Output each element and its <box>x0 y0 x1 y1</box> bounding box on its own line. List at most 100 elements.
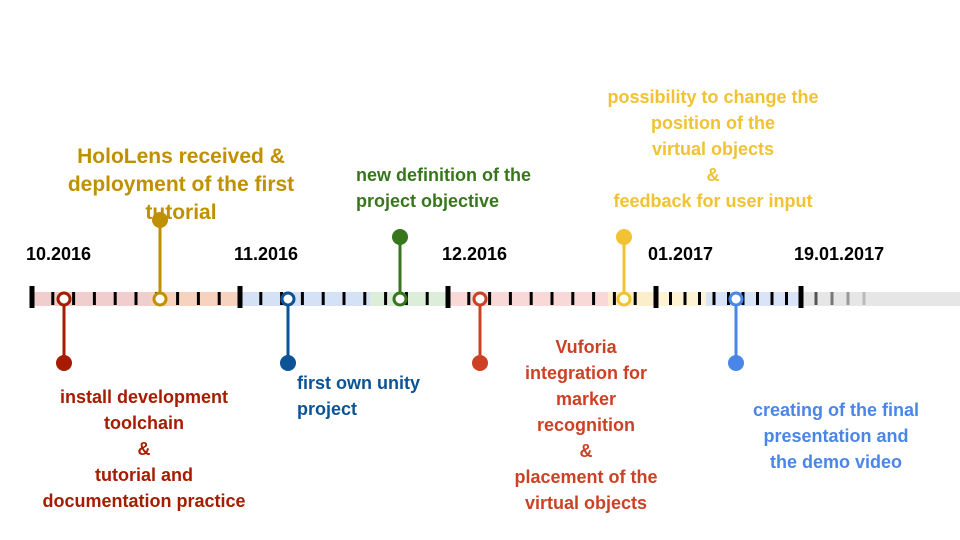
minor-tick <box>633 292 637 305</box>
vuforia-line-4: recognition <box>537 415 635 435</box>
vuforia-line-1: Vuforia <box>555 337 617 357</box>
connector-dot-toolchain <box>56 355 72 371</box>
minor-tick <box>756 292 759 305</box>
toolchain-line-4: tutorial and <box>95 465 193 485</box>
date-label-oct-2016: 10.2016 <box>26 244 92 264</box>
minor-tick <box>113 292 117 305</box>
connector-dot-hololens <box>152 212 168 228</box>
milestone-label-objective: new definition of the project objective <box>356 162 531 214</box>
timeline-marker-vuforia <box>472 291 488 307</box>
timeline-marker-unity <box>280 291 296 307</box>
segment-jan <box>656 292 706 306</box>
milestone-label-vuforia: Vuforia integration for marker recogniti… <box>486 334 686 516</box>
minor-tick <box>529 292 533 305</box>
minor-tick <box>592 292 596 305</box>
minor-tick <box>425 292 429 305</box>
minor-tick <box>467 292 471 305</box>
major-tick <box>445 286 451 308</box>
vuforia-line-2: integration for <box>525 363 647 383</box>
connector-dot-objective <box>392 229 408 245</box>
segment-nov-late <box>370 292 448 306</box>
minor-tick <box>712 292 716 305</box>
hololens-line-1: HoloLens received & <box>77 145 285 168</box>
vuforia-line-6: placement of the <box>514 467 658 487</box>
minor-tick <box>176 292 180 305</box>
toolchain-line-5: documentation practice <box>42 491 246 511</box>
minor-tick <box>612 292 616 305</box>
final-line-3: the demo video <box>769 452 903 472</box>
milestone-label-hololens: HoloLens received & deployment of the fi… <box>36 143 326 227</box>
position-line-2: position of the <box>651 113 775 133</box>
segment-end-fade <box>802 292 960 306</box>
minor-tick <box>342 292 346 305</box>
minor-tick <box>727 292 730 305</box>
connector-dot-final <box>728 355 744 371</box>
objective-line-1: new definition of the <box>356 165 531 185</box>
minor-tick <box>217 292 221 305</box>
toolchain-line-2: toolchain <box>104 413 184 433</box>
unity-line-1: first own unity <box>297 373 420 393</box>
minor-tick <box>363 292 367 305</box>
segment-nov <box>240 292 370 306</box>
minor-tick <box>508 292 512 305</box>
major-tick <box>29 286 35 308</box>
vuforia-line-3: marker <box>555 389 617 409</box>
timeline-marker-final <box>728 291 744 307</box>
minor-tick <box>488 292 492 305</box>
milestone-label-final: creating of the final presentation and t… <box>730 397 942 475</box>
minor-tick <box>300 292 304 305</box>
date-label-dec-2016: 12.2016 <box>442 244 508 264</box>
hololens-line-3: tutorial <box>145 201 217 224</box>
minor-tick <box>134 292 138 305</box>
major-tick <box>653 286 659 308</box>
connector-dot-unity <box>280 355 296 371</box>
date-label-jan-2017: 01.2017 <box>648 244 714 264</box>
timeline-marker-hololens <box>152 291 168 307</box>
date-label-end-date: 19.01.2017 <box>794 244 885 264</box>
timeline-ticks <box>29 286 866 308</box>
toolchain-line-3: & <box>137 439 151 459</box>
toolchain-line-1: install development <box>59 387 229 407</box>
minor-tick <box>571 292 575 305</box>
final-line-1: creating of the final <box>752 400 920 420</box>
minor-tick <box>384 292 388 305</box>
minor-tick <box>683 292 687 305</box>
minor-tick <box>321 292 325 305</box>
milestone-label-position: possibility to change the position of th… <box>582 84 844 214</box>
hololens-line-2: deployment of the first <box>67 173 295 196</box>
date-label-nov-2016: 11.2016 <box>234 244 299 264</box>
position-line-4: & <box>706 165 720 185</box>
minor-tick <box>550 292 554 305</box>
minor-tick <box>92 292 96 305</box>
fading-tick <box>830 292 834 305</box>
milestone-label-toolchain: install development toolchain & tutorial… <box>14 384 274 514</box>
final-line-2: presentation and <box>763 426 909 446</box>
fading-tick <box>862 292 866 305</box>
major-tick <box>237 286 243 308</box>
fading-tick <box>846 292 850 305</box>
minor-tick <box>698 292 701 305</box>
position-line-1: possibility to change the <box>607 87 819 107</box>
timeline-marker-position <box>616 291 632 307</box>
milestone-label-unity: first own unity project <box>297 370 420 422</box>
connector-dot-vuforia <box>472 355 488 371</box>
timeline-band-segments <box>34 292 960 306</box>
minor-tick <box>51 292 55 305</box>
minor-tick <box>770 292 774 305</box>
minor-tick <box>259 292 263 305</box>
minor-tick <box>785 292 788 305</box>
objective-line-2: project objective <box>356 191 500 211</box>
vuforia-line-5: & <box>579 441 593 461</box>
timeline-marker-objective <box>392 291 408 307</box>
segment-oct-late <box>150 292 240 306</box>
position-line-5: feedback for user input <box>613 191 813 211</box>
major-tick <box>798 286 804 308</box>
timeline-marker-toolchain <box>56 291 72 307</box>
fading-tick <box>814 292 818 305</box>
unity-line-2: project <box>297 399 358 419</box>
minor-tick <box>669 292 672 305</box>
milestone-connectors <box>56 212 744 371</box>
segment-dec <box>448 292 608 306</box>
position-line-3: virtual objects <box>651 139 775 159</box>
